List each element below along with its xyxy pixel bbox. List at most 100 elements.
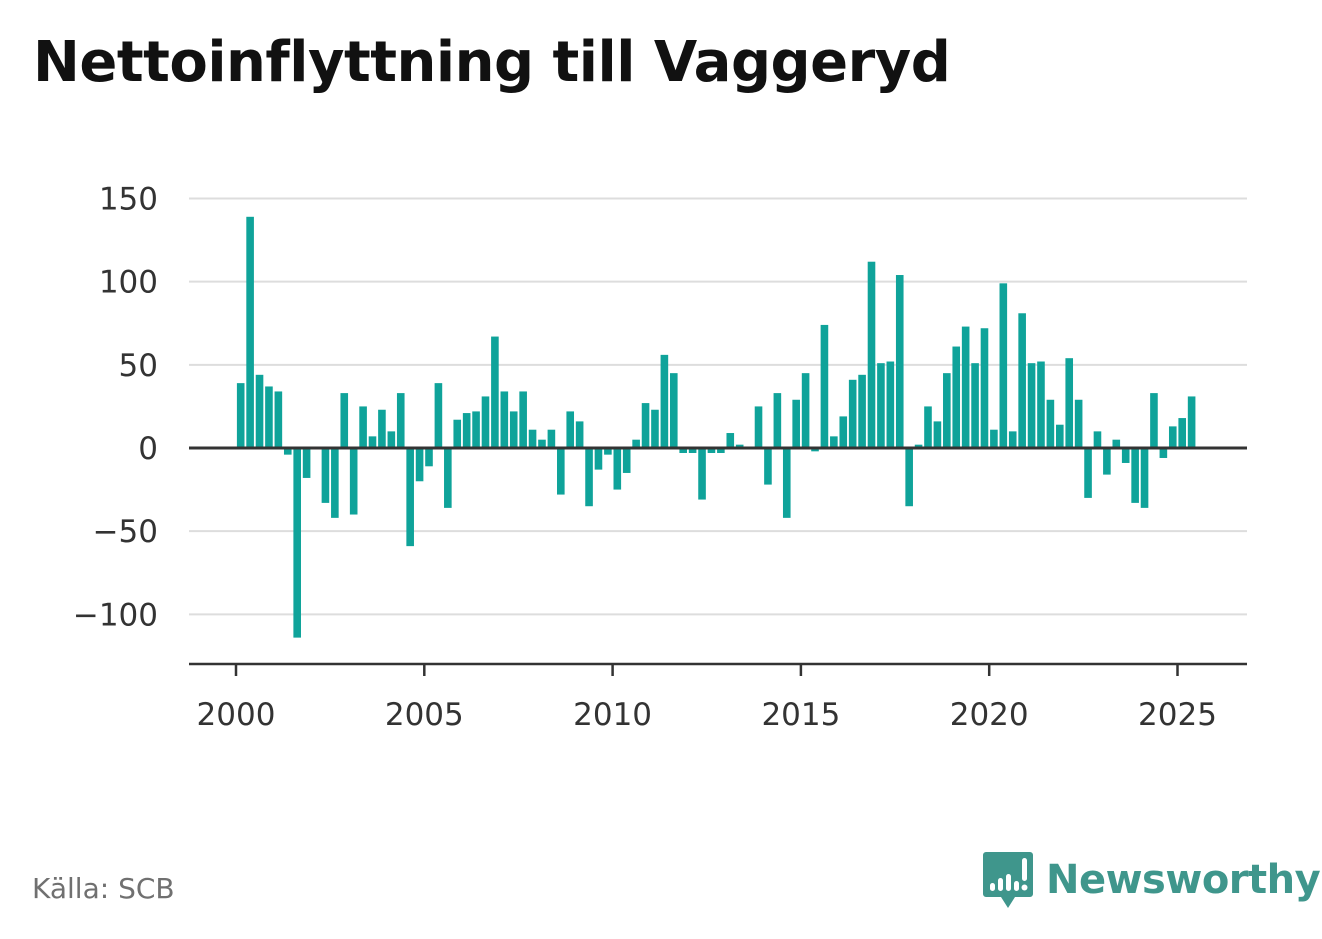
bar <box>519 391 527 448</box>
bar <box>1103 448 1111 475</box>
bar <box>547 429 556 448</box>
bar <box>1037 361 1045 448</box>
bar <box>434 383 443 448</box>
bar <box>349 448 358 515</box>
bar <box>1065 358 1074 448</box>
bar <box>575 421 584 448</box>
bar <box>321 448 330 503</box>
bar <box>1121 448 1130 463</box>
bar <box>406 448 414 547</box>
bar <box>1150 393 1158 448</box>
y-axis-labels: 150 100 50 0 −50 −100 <box>73 182 158 634</box>
bar <box>717 448 725 453</box>
bar <box>359 406 367 448</box>
bar <box>462 413 471 448</box>
x-tick-label: 2025 <box>1138 697 1217 733</box>
bar <box>444 448 452 508</box>
bar <box>604 448 612 455</box>
bar <box>792 399 800 448</box>
source-label: Källa: SCB <box>32 872 175 905</box>
y-tick-label: 150 <box>99 182 158 218</box>
bar-chart-speech-bubble-icon <box>983 852 1033 908</box>
bar <box>886 361 895 448</box>
bar <box>905 448 913 507</box>
bar <box>679 448 687 453</box>
bar <box>641 403 650 448</box>
bar <box>528 429 537 448</box>
bars <box>236 216 1196 638</box>
bar <box>801 373 810 448</box>
bar <box>453 419 462 448</box>
bar <box>895 275 904 448</box>
bar <box>265 386 273 448</box>
bar-chart: 150 100 50 0 −50 −100 2000 2005 2010 2015 2020 202… <box>73 182 1247 733</box>
chart-title: Nettoinflyttning till Vaggeryd <box>33 30 951 95</box>
bar <box>660 354 669 448</box>
bar <box>415 448 424 482</box>
bar <box>274 391 283 448</box>
bar <box>340 393 349 448</box>
bar <box>1056 424 1064 448</box>
x-tick-label: 2015 <box>761 697 840 733</box>
bar <box>1187 396 1196 448</box>
bar <box>566 411 575 448</box>
bar <box>1112 439 1121 448</box>
bar <box>669 373 678 448</box>
bar <box>331 448 339 518</box>
y-tick-label: 50 <box>119 348 158 384</box>
bar <box>651 409 659 448</box>
bar <box>688 448 697 453</box>
bar <box>557 448 565 495</box>
x-tick-label: 2005 <box>385 697 464 733</box>
bar <box>293 448 301 638</box>
y-tick-label: −100 <box>73 597 158 633</box>
bar <box>707 448 716 453</box>
bar <box>594 448 603 470</box>
bar <box>754 406 763 448</box>
x-tick-label: 2020 <box>950 697 1029 733</box>
bar <box>1046 399 1055 448</box>
bar <box>255 374 264 448</box>
bar <box>980 328 989 448</box>
bar <box>764 448 772 485</box>
bar <box>387 431 396 448</box>
x-tick-label: 2010 <box>573 697 652 733</box>
bar <box>1074 399 1083 448</box>
bar <box>378 409 386 448</box>
bar <box>500 391 509 448</box>
y-tick-label: −50 <box>93 514 158 550</box>
bar <box>726 433 735 448</box>
bar <box>585 448 593 507</box>
bar <box>472 411 480 448</box>
bar <box>961 326 970 448</box>
bar <box>236 383 245 448</box>
bar <box>1140 448 1149 508</box>
bar <box>848 379 857 448</box>
bar <box>1178 418 1186 448</box>
bar <box>613 448 622 490</box>
bar <box>943 373 951 448</box>
bar <box>1027 363 1036 448</box>
bar <box>971 363 979 448</box>
bar <box>782 448 791 518</box>
brand-logo: Newsworthy <box>982 850 1321 910</box>
bar <box>509 411 518 448</box>
bar <box>425 448 433 467</box>
bar <box>368 436 377 448</box>
bar <box>283 448 292 455</box>
bar <box>396 393 405 448</box>
bar <box>839 416 848 448</box>
bar <box>1018 313 1026 448</box>
bar <box>914 444 923 448</box>
bar <box>811 448 819 452</box>
bar <box>773 393 782 448</box>
bar <box>1159 448 1168 458</box>
bar <box>622 448 631 473</box>
x-tick-label: 2000 <box>197 697 276 733</box>
bar <box>877 363 885 448</box>
bar <box>933 421 942 448</box>
bar <box>952 346 961 448</box>
bar <box>1168 426 1177 448</box>
x-axis-ticks: 2000 2005 2010 2015 2020 2025 <box>197 664 1217 733</box>
bar <box>990 429 998 448</box>
